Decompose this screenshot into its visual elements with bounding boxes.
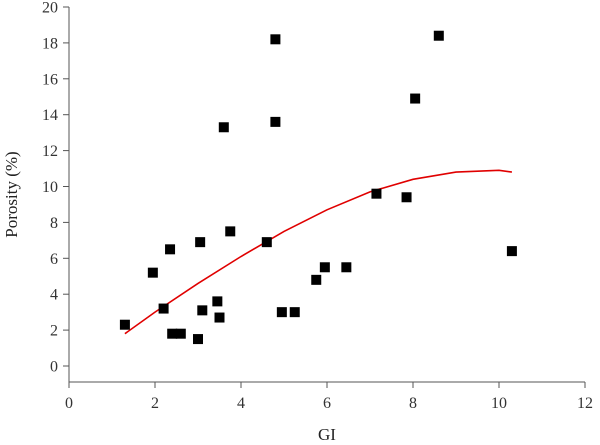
data-point [276,307,287,318]
data-point [165,244,176,255]
x-ticks: 0 2 4 6 8 10 12 [65,382,593,412]
data-point [214,312,225,323]
data-point [212,296,223,307]
y-axis-title: Porosity (%) [2,151,21,237]
data-point [341,262,352,273]
data-point [225,226,236,237]
data-point [195,237,206,248]
data-point [401,192,412,203]
x-tick-label: 10 [491,395,507,412]
y-tick-label: 12 [42,143,58,160]
data-point [158,303,169,314]
data-point [218,122,229,133]
data-point [193,334,203,345]
y-tick-label: 14 [42,107,58,124]
data-point [506,246,517,257]
data-points [119,30,517,345]
fit-curve [124,169,513,335]
axes [68,7,585,383]
x-tick-label: 4 [237,395,245,412]
data-point [167,328,178,339]
data-point [261,237,272,248]
y-tick-label: 4 [50,287,58,304]
x-axis-title: GI [318,425,336,444]
data-point [197,305,208,316]
y-ticks: 0 2 4 6 8 10 12 14 16 18 20 [42,0,69,376]
data-point [270,116,281,127]
y-tick-label: 8 [50,215,58,232]
data-point [311,274,322,285]
x-tick-label: 8 [409,395,417,412]
data-point [147,267,158,278]
x-tick-label: 2 [151,395,159,412]
data-point [270,34,281,45]
data-point [319,262,330,273]
y-tick-label: 2 [50,323,58,340]
data-point [175,328,186,339]
data-point [433,30,444,41]
x-tick-label: 0 [65,395,73,412]
y-tick-label: 16 [42,71,58,88]
y-tick-label: 0 [50,359,58,376]
data-point [119,319,130,330]
y-tick-label: 10 [42,179,58,196]
data-point [289,307,300,318]
x-tick-label: 6 [323,395,331,412]
y-tick-label: 18 [42,35,58,52]
y-tick-label: 6 [50,251,58,268]
data-point [371,188,382,199]
x-tick-label: 12 [577,395,593,412]
data-point [410,93,421,104]
y-tick-label: 20 [42,0,58,17]
